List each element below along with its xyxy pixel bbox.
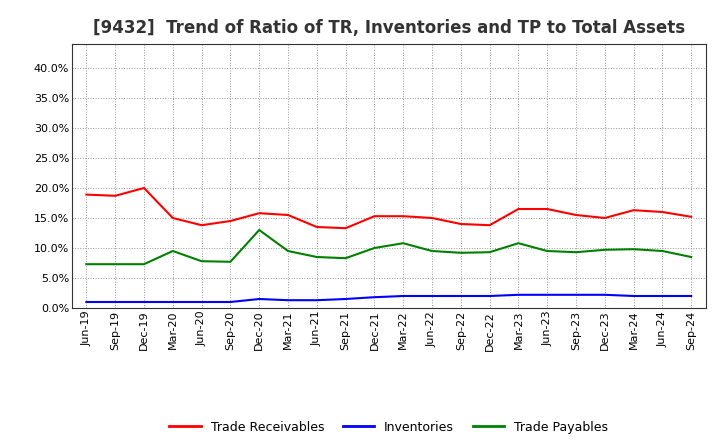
Inventories: [197, 299, 206, 304]
Trade Receivables: [111, 193, 120, 198]
Inventories: [428, 293, 436, 299]
Trade Receivables: [600, 215, 609, 220]
Trade Receivables: [658, 209, 667, 215]
Trade Payables: [341, 256, 350, 261]
Trade Receivables: [687, 214, 696, 220]
Line: Trade Receivables: Trade Receivables: [86, 188, 691, 228]
Trade Receivables: [514, 206, 523, 212]
Trade Receivables: [456, 221, 465, 227]
Trade Payables: [370, 246, 379, 251]
Trade Receivables: [312, 224, 321, 230]
Inventories: [399, 293, 408, 299]
Inventories: [456, 293, 465, 299]
Inventories: [572, 292, 580, 297]
Inventories: [658, 293, 667, 299]
Trade Receivables: [543, 206, 552, 212]
Trade Payables: [82, 261, 91, 267]
Trade Payables: [514, 241, 523, 246]
Trade Payables: [284, 248, 292, 253]
Trade Payables: [629, 246, 638, 252]
Trade Receivables: [284, 213, 292, 218]
Trade Payables: [600, 247, 609, 253]
Inventories: [168, 299, 177, 304]
Inventories: [687, 293, 696, 299]
Inventories: [485, 293, 494, 299]
Trade Payables: [168, 248, 177, 253]
Trade Receivables: [341, 226, 350, 231]
Inventories: [543, 292, 552, 297]
Inventories: [629, 293, 638, 299]
Legend: Trade Receivables, Inventories, Trade Payables: Trade Receivables, Inventories, Trade Pa…: [164, 416, 613, 439]
Trade Payables: [140, 261, 148, 267]
Inventories: [111, 299, 120, 304]
Trade Payables: [111, 261, 120, 267]
Line: Trade Payables: Trade Payables: [86, 230, 691, 264]
Trade Receivables: [168, 215, 177, 220]
Trade Receivables: [428, 215, 436, 220]
Inventories: [600, 292, 609, 297]
Inventories: [226, 299, 235, 304]
Inventories: [255, 297, 264, 302]
Trade Payables: [485, 249, 494, 255]
Trade Receivables: [572, 213, 580, 218]
Trade Receivables: [255, 211, 264, 216]
Trade Payables: [312, 254, 321, 260]
Line: Inventories: Inventories: [86, 295, 691, 302]
Trade Receivables: [629, 208, 638, 213]
Trade Payables: [226, 259, 235, 264]
Inventories: [370, 294, 379, 300]
Title: [9432]  Trend of Ratio of TR, Inventories and TP to Total Assets: [9432] Trend of Ratio of TR, Inventories…: [93, 19, 685, 37]
Inventories: [514, 292, 523, 297]
Trade Payables: [572, 249, 580, 255]
Trade Payables: [197, 259, 206, 264]
Trade Receivables: [226, 218, 235, 224]
Trade Payables: [428, 248, 436, 253]
Trade Payables: [658, 248, 667, 253]
Trade Payables: [543, 248, 552, 253]
Inventories: [341, 297, 350, 302]
Trade Receivables: [485, 223, 494, 228]
Inventories: [82, 299, 91, 304]
Trade Payables: [687, 254, 696, 260]
Inventories: [284, 297, 292, 303]
Trade Receivables: [82, 192, 91, 197]
Inventories: [312, 297, 321, 303]
Trade Receivables: [197, 223, 206, 228]
Trade Receivables: [140, 185, 148, 191]
Trade Receivables: [370, 213, 379, 219]
Trade Payables: [255, 227, 264, 233]
Trade Payables: [399, 241, 408, 246]
Trade Receivables: [399, 213, 408, 219]
Inventories: [140, 299, 148, 304]
Trade Payables: [456, 250, 465, 256]
